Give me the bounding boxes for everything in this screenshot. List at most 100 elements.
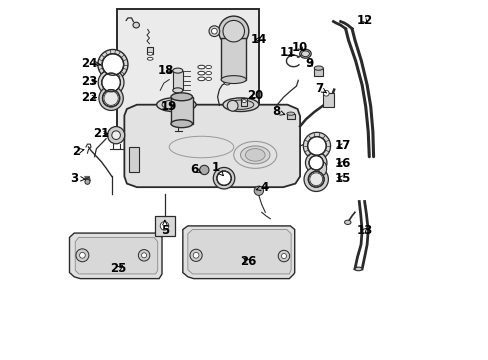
Polygon shape — [124, 105, 300, 187]
Circle shape — [304, 167, 328, 192]
Circle shape — [211, 28, 217, 34]
Circle shape — [199, 165, 208, 175]
Ellipse shape — [205, 72, 211, 75]
Text: 26: 26 — [240, 255, 256, 268]
Ellipse shape — [299, 49, 310, 58]
Text: 14: 14 — [250, 33, 266, 46]
Text: 4: 4 — [256, 181, 268, 194]
Ellipse shape — [221, 76, 246, 84]
Ellipse shape — [147, 52, 153, 55]
Ellipse shape — [172, 88, 183, 93]
Bar — [155, 216, 174, 235]
Ellipse shape — [301, 51, 309, 57]
Text: 9: 9 — [305, 57, 312, 70]
Text: 13: 13 — [356, 224, 372, 237]
Circle shape — [99, 86, 123, 111]
Circle shape — [323, 90, 328, 96]
Polygon shape — [75, 237, 158, 274]
Circle shape — [223, 78, 230, 85]
Circle shape — [223, 21, 244, 42]
Circle shape — [138, 249, 149, 261]
Circle shape — [227, 100, 238, 111]
Ellipse shape — [156, 98, 196, 112]
Text: 6: 6 — [190, 163, 201, 176]
Circle shape — [309, 173, 322, 186]
Text: 16: 16 — [334, 157, 350, 170]
Text: 11: 11 — [279, 46, 295, 59]
Circle shape — [303, 132, 330, 159]
Ellipse shape — [245, 149, 264, 161]
Text: 2: 2 — [72, 145, 84, 158]
Circle shape — [102, 73, 120, 92]
Ellipse shape — [171, 120, 192, 128]
Circle shape — [308, 156, 323, 170]
Text: 1: 1 — [211, 161, 223, 176]
Circle shape — [278, 250, 289, 262]
Circle shape — [213, 167, 234, 189]
Text: 23: 23 — [81, 75, 98, 88]
Ellipse shape — [314, 66, 323, 70]
Ellipse shape — [172, 68, 183, 73]
Circle shape — [107, 127, 124, 144]
Circle shape — [305, 152, 326, 174]
Text: 15: 15 — [334, 172, 350, 185]
Ellipse shape — [242, 100, 246, 103]
Ellipse shape — [205, 66, 211, 69]
Ellipse shape — [354, 267, 362, 271]
Bar — [117, 9, 258, 131]
Circle shape — [217, 171, 231, 185]
Bar — [323, 93, 333, 107]
Ellipse shape — [344, 220, 350, 225]
Circle shape — [80, 252, 85, 258]
Circle shape — [190, 249, 202, 261]
Polygon shape — [69, 233, 162, 279]
Ellipse shape — [198, 77, 204, 81]
Circle shape — [102, 54, 123, 75]
Circle shape — [85, 179, 90, 184]
Text: 17: 17 — [334, 139, 350, 152]
Circle shape — [281, 253, 286, 258]
Ellipse shape — [223, 98, 258, 112]
Bar — [147, 46, 153, 54]
Circle shape — [308, 171, 324, 187]
Text: 10: 10 — [291, 41, 307, 54]
Bar — [314, 68, 323, 76]
Bar — [286, 114, 294, 120]
Text: 7: 7 — [315, 82, 326, 95]
Circle shape — [218, 16, 248, 46]
Ellipse shape — [198, 71, 204, 75]
Text: 20: 20 — [246, 89, 263, 102]
Ellipse shape — [205, 77, 211, 81]
Text: 5: 5 — [161, 220, 169, 237]
Text: 22: 22 — [81, 91, 98, 104]
Circle shape — [208, 26, 219, 37]
Bar — [171, 97, 192, 124]
Ellipse shape — [133, 22, 139, 28]
Ellipse shape — [227, 100, 253, 109]
Bar — [172, 71, 183, 90]
Ellipse shape — [198, 65, 204, 69]
Ellipse shape — [147, 57, 153, 60]
Ellipse shape — [318, 162, 326, 175]
Ellipse shape — [240, 146, 269, 164]
Circle shape — [98, 49, 128, 80]
Circle shape — [193, 252, 199, 258]
Text: 25: 25 — [110, 262, 126, 275]
Circle shape — [112, 131, 120, 139]
Bar — [129, 147, 139, 172]
Circle shape — [76, 249, 89, 262]
Text: 12: 12 — [356, 14, 372, 27]
Ellipse shape — [162, 100, 190, 110]
Ellipse shape — [286, 112, 294, 115]
Polygon shape — [187, 229, 290, 274]
Circle shape — [254, 186, 263, 195]
Circle shape — [160, 222, 168, 230]
Text: 18: 18 — [157, 64, 173, 77]
Polygon shape — [183, 226, 294, 279]
Circle shape — [98, 69, 124, 95]
Text: 3: 3 — [70, 172, 85, 185]
Bar — [221, 39, 246, 80]
Text: 8: 8 — [272, 105, 284, 118]
Text: 19: 19 — [160, 100, 176, 113]
Circle shape — [307, 136, 325, 155]
